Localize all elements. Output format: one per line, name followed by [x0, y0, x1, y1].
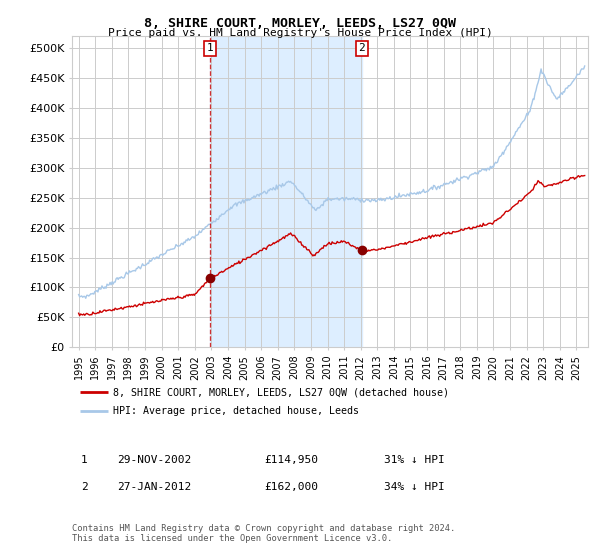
Text: HPI: Average price, detached house, Leeds: HPI: Average price, detached house, Leed… — [113, 407, 359, 417]
Text: 8, SHIRE COURT, MORLEY, LEEDS, LS27 0QW (detached house): 8, SHIRE COURT, MORLEY, LEEDS, LS27 0QW … — [113, 387, 449, 397]
Text: 31% ↓ HPI: 31% ↓ HPI — [384, 455, 445, 465]
Bar — [210, 36, 362, 347]
Text: 29-NOV-2002: 29-NOV-2002 — [117, 455, 191, 465]
Text: 1: 1 — [80, 455, 88, 465]
Text: 2: 2 — [80, 482, 88, 492]
Text: 8, SHIRE COURT, MORLEY, LEEDS, LS27 0QW: 8, SHIRE COURT, MORLEY, LEEDS, LS27 0QW — [144, 17, 456, 30]
Text: Contains HM Land Registry data © Crown copyright and database right 2024.
This d: Contains HM Land Registry data © Crown c… — [72, 524, 455, 543]
Text: Price paid vs. HM Land Registry's House Price Index (HPI): Price paid vs. HM Land Registry's House … — [107, 28, 493, 38]
Text: 34% ↓ HPI: 34% ↓ HPI — [384, 482, 445, 492]
Text: £114,950: £114,950 — [264, 455, 318, 465]
Text: £162,000: £162,000 — [264, 482, 318, 492]
Text: 1: 1 — [206, 43, 213, 53]
Text: 2: 2 — [358, 43, 365, 53]
Text: 27-JAN-2012: 27-JAN-2012 — [117, 482, 191, 492]
